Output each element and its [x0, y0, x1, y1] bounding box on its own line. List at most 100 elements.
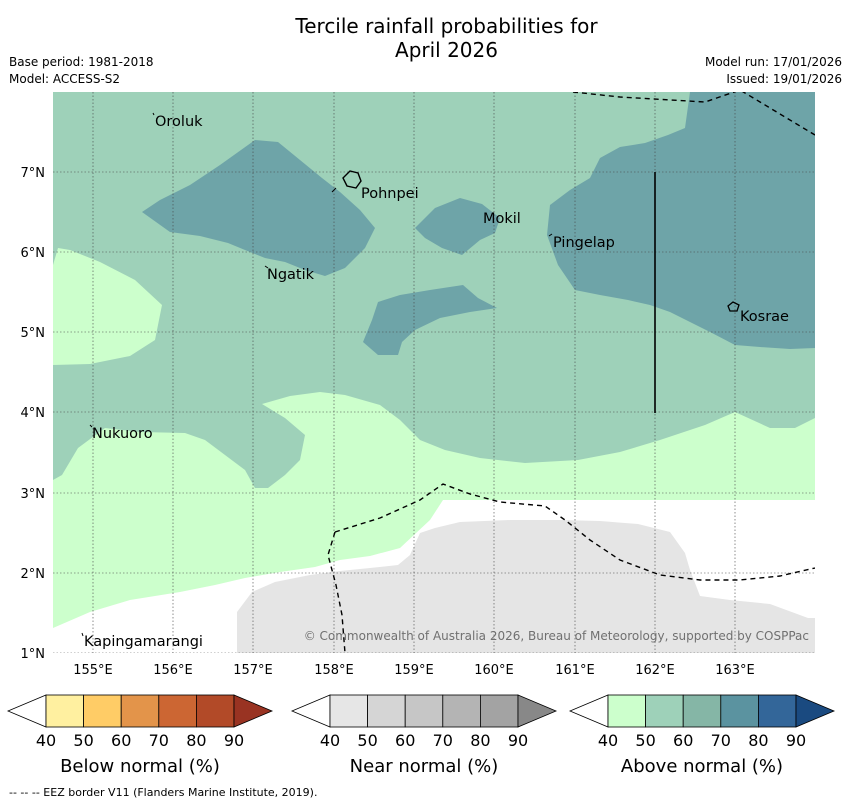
place-label: Nukuoro: [92, 426, 153, 442]
x-axis-labels: 155°E 156°E 157°E 158°E 159°E 160°E 161°E 162°E…: [73, 663, 755, 678]
colorbar-low-arrow: [290, 694, 331, 728]
place-label: Kosrae: [740, 309, 789, 325]
meta-right: Model run: 17/01/2026 Issued: 19/01/2026: [705, 54, 842, 88]
colorbar-title: Above normal (%): [621, 756, 783, 777]
colorbar-tick: 80: [470, 731, 490, 750]
colorbar-segment: [45, 694, 84, 728]
chart-title: Tercile rainfall probabilities for April…: [0, 14, 850, 62]
place-tick: [81, 632, 84, 637]
place-ticks: [81, 112, 553, 637]
y-tick-label: 7°N: [21, 166, 46, 181]
place-tick: [89, 424, 93, 428]
x-tick-label: 155°E: [73, 663, 113, 678]
ant-atoll-mark: [331, 187, 337, 193]
colorbar-segment: [404, 694, 444, 728]
place-label: Pingelap: [553, 235, 615, 251]
map-area: [53, 92, 815, 653]
colorbar-segment: [83, 694, 122, 728]
colorbar-segment: [720, 694, 759, 728]
gridlines: [53, 92, 815, 653]
colorbar-low-arrow: [6, 694, 47, 728]
colorbar-title: Below normal (%): [60, 756, 220, 777]
x-tick-label: 157°E: [233, 663, 273, 678]
colorbar-segment: [645, 694, 684, 728]
colorbar-segment: [195, 694, 235, 728]
colorbar-tick: 90: [508, 731, 528, 750]
eez-border-north: [572, 92, 815, 136]
colorbar-segment: [758, 694, 797, 728]
colorbar-tick: 40: [320, 731, 340, 750]
place-tick: [548, 233, 553, 237]
colorbar-segment: [367, 694, 406, 728]
colorbar-tick: 60: [395, 731, 415, 750]
kosrae-outline: [727, 301, 740, 312]
eez-border-south: [334, 483, 815, 581]
eez-borders: [327, 92, 815, 653]
colorbar-high-arrow: [795, 694, 836, 728]
colorbar-tick: 70: [433, 731, 453, 750]
region-near-40-core: [237, 520, 815, 653]
colorbar-segment: [682, 694, 722, 728]
y-axis-labels: 7°N 6°N 5°N 4°N 3°N 2°N 1°N: [21, 166, 46, 662]
eez-legend-footer: -- -- -- EEZ border V11 (Flanders Marine…: [9, 786, 318, 799]
x-tick-label: 161°E: [555, 663, 595, 678]
model-run: Model run: 17/01/2026: [704, 55, 842, 69]
colorbar-tick: 50: [73, 731, 93, 750]
colorbar-near-normal: 40 50 60 70 80 90 Near normal (%): [290, 694, 558, 777]
colorbar-tick: 70: [149, 731, 169, 750]
region-above-70-mokil: [415, 198, 500, 255]
place-label: Mokil: [483, 211, 521, 227]
x-tick-label: 163°E: [715, 663, 755, 678]
copyright-notice: © Commonwealth of Australia 2026, Bureau…: [304, 629, 809, 643]
meta-left: Base period: 1981-2018 Model: ACCESS-S2: [9, 54, 154, 88]
colorbar-low-arrow: [568, 694, 609, 728]
x-tick-label: 156°E: [153, 663, 193, 678]
colorbar-title: Near normal (%): [350, 756, 499, 777]
colorbar-tick: 80: [748, 731, 768, 750]
y-tick-label: 5°N: [21, 326, 46, 341]
region-above-70-south: [363, 285, 497, 355]
region-above-70-east: [547, 92, 815, 349]
place-label: Ngatik: [267, 267, 315, 283]
region-above-70-west: [142, 140, 375, 276]
y-tick-label: 3°N: [21, 487, 46, 502]
colorbar-tick: 60: [111, 731, 131, 750]
x-tick-label: 159°E: [394, 663, 434, 678]
y-tick-label: 4°N: [21, 406, 46, 421]
colorbar-tick: 90: [786, 731, 806, 750]
colorbar-high-arrow: [233, 694, 274, 728]
colorbar-segment: [607, 694, 646, 728]
colorbar-segment: [329, 694, 368, 728]
colorbar-tick: 90: [224, 731, 244, 750]
colorbar-segment: [158, 694, 197, 728]
colorbar-tick: 40: [598, 731, 618, 750]
place-tick: [152, 112, 155, 116]
colorbar-segment: [479, 694, 519, 728]
place-label: Oroluk: [155, 114, 203, 130]
colorbar-tick: 70: [711, 731, 731, 750]
title-line-1: Tercile rainfall probabilities for: [295, 14, 598, 38]
model-name: Model: ACCESS-S2: [9, 72, 121, 86]
eez-border-west: [327, 531, 346, 653]
place-label: Kapingamarangi: [84, 634, 203, 650]
colorbar-tick: 40: [36, 731, 56, 750]
title-line-2: April 2026: [395, 38, 498, 62]
x-tick-label: 160°E: [474, 663, 514, 678]
base-period: Base period: 1981-2018: [9, 55, 154, 69]
colorbar-tick: 60: [673, 731, 693, 750]
y-tick-label: 1°N: [21, 647, 46, 662]
x-tick-label: 158°E: [314, 663, 354, 678]
y-tick-label: 2°N: [21, 567, 46, 582]
colorbar-segment: [120, 694, 160, 728]
colorbar-high-arrow: [517, 694, 558, 728]
colorbar-tick: 50: [357, 731, 377, 750]
pohnpei-outline: [342, 170, 362, 189]
place-tick: [264, 265, 269, 269]
place-label: Pohnpei: [361, 186, 419, 202]
colorbar-segment: [442, 694, 481, 728]
colorbar-tick: 80: [186, 731, 206, 750]
colorbar-tick: 50: [635, 731, 655, 750]
